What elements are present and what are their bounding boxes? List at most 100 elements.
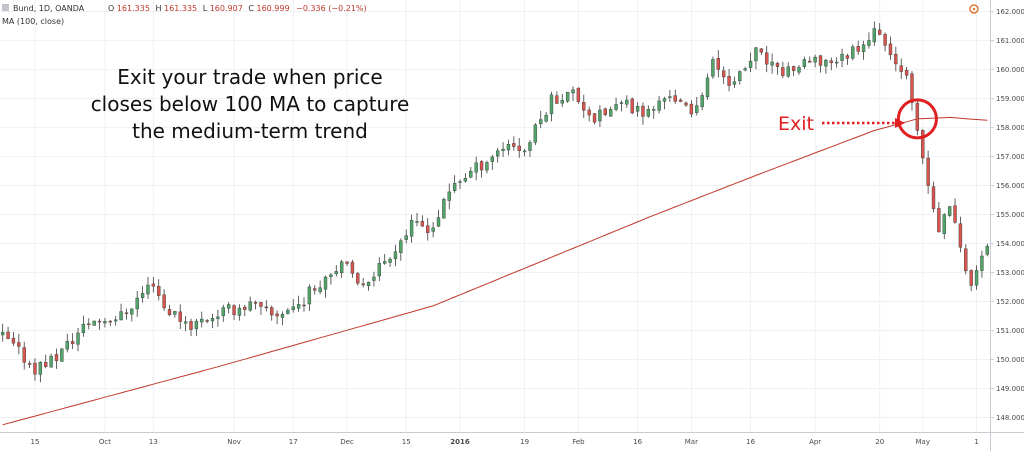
- candle-down[interactable]: [270, 305, 274, 321]
- candle-down[interactable]: [275, 310, 279, 325]
- candle-up[interactable]: [625, 95, 629, 108]
- candle-up[interactable]: [431, 222, 435, 238]
- candle-up[interactable]: [458, 179, 462, 189]
- candle-up[interactable]: [200, 311, 204, 328]
- candle-down[interactable]: [151, 277, 156, 293]
- candle-up[interactable]: [738, 70, 742, 85]
- candle-up[interactable]: [248, 296, 252, 312]
- candle-up[interactable]: [334, 265, 338, 277]
- candle-down[interactable]: [313, 285, 317, 295]
- candle-up[interactable]: [608, 106, 613, 117]
- candle-down[interactable]: [937, 202, 941, 233]
- candle-down[interactable]: [302, 297, 306, 312]
- candle-up[interactable]: [452, 175, 457, 193]
- candle-up[interactable]: [307, 284, 312, 311]
- candle-up[interactable]: [291, 298, 295, 313]
- candle-up[interactable]: [323, 275, 328, 298]
- candle-down[interactable]: [878, 23, 882, 36]
- candle-down[interactable]: [856, 40, 860, 55]
- candle-up[interactable]: [619, 100, 624, 112]
- candle-down[interactable]: [775, 61, 780, 75]
- candle-up[interactable]: [549, 91, 554, 122]
- candle-up[interactable]: [173, 310, 177, 318]
- candle-down[interactable]: [11, 331, 16, 347]
- candle-up[interactable]: [748, 52, 753, 73]
- candle-up[interactable]: [38, 361, 43, 383]
- candle-up[interactable]: [496, 147, 500, 163]
- candle-down[interactable]: [87, 318, 91, 330]
- candle-down[interactable]: [157, 279, 161, 301]
- candle-up[interactable]: [409, 214, 414, 243]
- candle-up[interactable]: [539, 110, 543, 129]
- candle-up[interactable]: [92, 320, 96, 326]
- candle-down[interactable]: [964, 244, 968, 275]
- candle-up[interactable]: [980, 250, 984, 278]
- candle-down[interactable]: [678, 98, 683, 103]
- candle-down[interactable]: [356, 272, 360, 286]
- candle-down[interactable]: [904, 66, 909, 80]
- candle-down[interactable]: [350, 259, 355, 278]
- candle-up[interactable]: [366, 281, 371, 291]
- candle-down[interactable]: [189, 318, 193, 337]
- candle-up[interactable]: [415, 212, 419, 227]
- candle-up[interactable]: [463, 173, 468, 183]
- candle-down[interactable]: [479, 160, 484, 178]
- candle-up[interactable]: [695, 96, 699, 116]
- candle-up[interactable]: [947, 205, 952, 217]
- candle-up[interactable]: [743, 66, 747, 72]
- candle-down[interactable]: [953, 198, 957, 224]
- candle-up[interactable]: [485, 160, 489, 174]
- candle-down[interactable]: [926, 150, 930, 194]
- candle-down[interactable]: [345, 261, 349, 266]
- candle-down[interactable]: [27, 360, 32, 368]
- candle-up[interactable]: [867, 32, 871, 49]
- candle-up[interactable]: [490, 154, 494, 170]
- candle-up[interactable]: [544, 111, 548, 123]
- candle-down[interactable]: [6, 326, 10, 340]
- candle-up[interactable]: [140, 285, 145, 303]
- candle-down[interactable]: [517, 138, 521, 158]
- candle-up[interactable]: [280, 311, 285, 326]
- candle-up[interactable]: [183, 316, 188, 332]
- candle-down[interactable]: [716, 50, 720, 78]
- candle-down[interactable]: [791, 65, 796, 77]
- candle-down[interactable]: [17, 333, 21, 355]
- candle-down[interactable]: [426, 218, 430, 241]
- candle-down[interactable]: [673, 89, 677, 104]
- candle-down[interactable]: [259, 301, 263, 315]
- candle-down[interactable]: [587, 106, 591, 122]
- candle-up[interactable]: [60, 348, 64, 362]
- ma-100-line[interactable]: [2, 116, 988, 426]
- candle-down[interactable]: [969, 269, 973, 292]
- candle-down[interactable]: [420, 215, 425, 227]
- candle-down[interactable]: [167, 304, 172, 317]
- candle-up[interactable]: [194, 318, 199, 336]
- candle-up[interactable]: [657, 95, 661, 114]
- candle-down[interactable]: [845, 53, 850, 65]
- candle-up[interactable]: [786, 62, 790, 78]
- candle-up[interactable]: [635, 102, 640, 117]
- candle-down[interactable]: [205, 319, 209, 324]
- candle-down[interactable]: [689, 100, 694, 118]
- candle-down[interactable]: [555, 91, 559, 105]
- candle-down[interactable]: [765, 45, 769, 73]
- candle-up[interactable]: [861, 40, 866, 60]
- candle-up[interactable]: [598, 105, 602, 127]
- candle-up[interactable]: [506, 139, 511, 156]
- candle-up[interactable]: [824, 58, 828, 74]
- candle-down[interactable]: [727, 68, 731, 92]
- candle-up[interactable]: [533, 123, 538, 145]
- candle-up[interactable]: [226, 302, 231, 314]
- legend-collapse-icon[interactable]: [2, 4, 9, 11]
- candle-up[interactable]: [662, 96, 667, 110]
- candle-down[interactable]: [70, 333, 75, 350]
- candle-up[interactable]: [318, 280, 322, 295]
- candle-up[interactable]: [770, 53, 774, 74]
- candle-up[interactable]: [399, 238, 403, 261]
- candle-down[interactable]: [888, 36, 893, 60]
- candle-up[interactable]: [447, 183, 451, 210]
- candle-up[interactable]: [840, 48, 844, 68]
- candle-up[interactable]: [474, 156, 478, 181]
- candle-up[interactable]: [668, 89, 672, 103]
